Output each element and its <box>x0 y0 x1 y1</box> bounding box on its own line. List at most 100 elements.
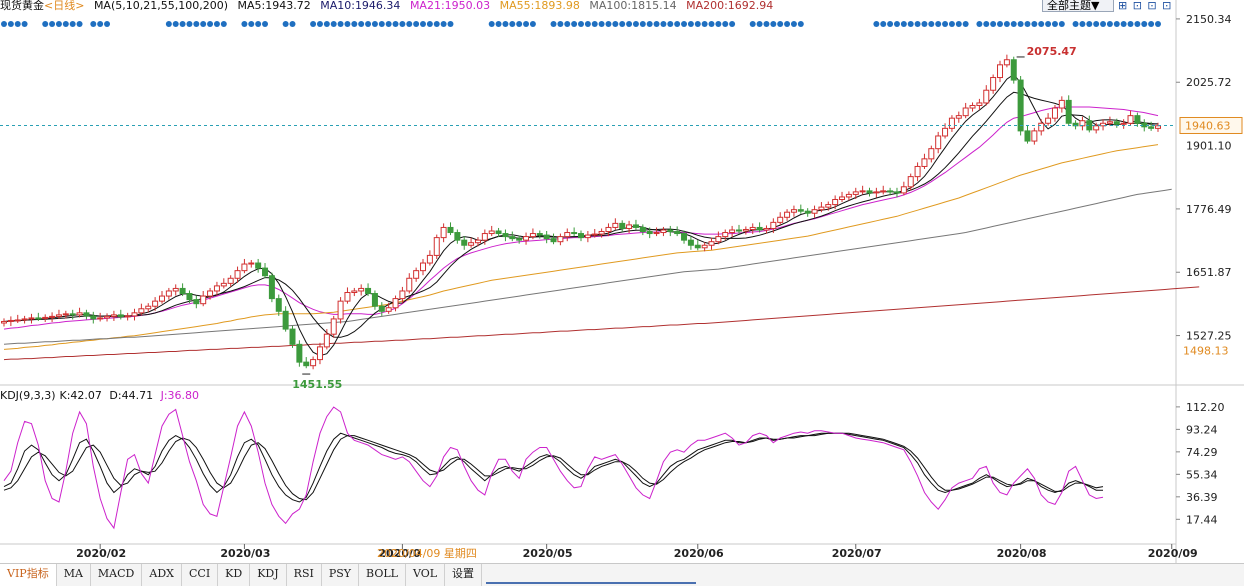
candle-body <box>955 115 962 119</box>
tab-4[interactable]: CCI <box>182 564 219 586</box>
event-marker-dot <box>447 21 454 27</box>
kdj-k-value: K:42.07 <box>59 389 102 402</box>
event-marker-dot <box>330 21 337 27</box>
candle-body <box>708 241 715 246</box>
candle-body <box>749 226 756 230</box>
tab-8[interactable]: PSY <box>322 564 360 586</box>
price-axis-label: 1527.25 <box>1186 330 1232 343</box>
candle-body <box>337 300 344 320</box>
candle-body <box>488 230 495 235</box>
toolbar-icons[interactable]: ⊞ ⊡ ⊡ ⊡ <box>1118 0 1173 12</box>
candle-body <box>454 232 461 241</box>
event-marker-dot <box>564 21 571 27</box>
event-marker-dot <box>1017 21 1024 27</box>
event-marker-dot <box>529 21 536 27</box>
event-marker-dot <box>97 21 104 27</box>
candle-body <box>1100 122 1107 127</box>
candle-body <box>138 308 145 314</box>
tab-7[interactable]: RSI <box>287 564 322 586</box>
candle-body <box>28 317 35 320</box>
candle-body <box>900 186 907 194</box>
candle-body <box>7 319 14 322</box>
event-marker-dot <box>509 21 516 27</box>
event-marker-dot <box>49 21 56 27</box>
candle-body <box>701 244 708 249</box>
event-marker-dot <box>749 21 756 27</box>
tab-2[interactable]: MACD <box>91 564 143 586</box>
gold-daily-chart[interactable]: 2150.34 2025.72 1776.49 1651.87 1527.25 1901.… <box>0 0 1244 563</box>
candle-body <box>557 236 564 243</box>
candle-body <box>550 238 557 243</box>
tab-0[interactable]: VIP指标 <box>0 564 57 586</box>
candle-body <box>770 221 777 229</box>
event-marker-dot <box>598 21 605 27</box>
ma-line-ma5 <box>3 73 1159 357</box>
tab-11[interactable]: 设置 <box>445 564 483 586</box>
candle-body <box>811 209 818 214</box>
low-annotation: 1451.55 <box>292 378 342 391</box>
candle-body <box>997 64 1004 79</box>
candle-body <box>667 229 674 233</box>
candle-body <box>90 315 97 320</box>
candle-body <box>729 229 736 234</box>
candle-body <box>1031 130 1038 142</box>
tab-6[interactable]: KDJ <box>250 564 287 586</box>
event-marker-dot <box>605 21 612 27</box>
event-marker-dot <box>76 21 83 27</box>
candle-body <box>1058 99 1065 109</box>
ma-line-ma200 <box>3 286 1200 361</box>
kdj-d-value: D:44.71 <box>109 389 154 402</box>
ma200-value: MA200:1692.94 <box>686 0 774 12</box>
candle-body <box>935 135 942 150</box>
ma-line-ma100 <box>3 188 1172 345</box>
theme-selector-button[interactable]: 全部主题▼ <box>1042 0 1114 12</box>
event-marker-dot <box>1127 21 1134 27</box>
event-marker-dot <box>591 21 598 27</box>
date-axis-label: 2020/08 <box>997 547 1047 560</box>
candle-body <box>110 314 117 317</box>
candle-body <box>227 277 234 284</box>
candle-body <box>365 287 372 295</box>
event-marker-dot <box>557 21 564 27</box>
candle-body <box>21 318 28 321</box>
event-marker-dot <box>7 21 14 27</box>
event-marker-dot <box>708 21 715 27</box>
tab-5[interactable]: KD <box>218 564 251 586</box>
event-marker-dot <box>756 21 763 27</box>
tab-9[interactable]: BOLL <box>359 564 406 586</box>
tab-10[interactable]: VOL <box>406 564 446 586</box>
event-marker-dot <box>344 21 351 27</box>
price-axis-label: 2150.34 <box>1186 13 1232 26</box>
candle-body <box>131 312 138 317</box>
candle-body <box>385 307 392 312</box>
event-marker-dot <box>1031 21 1038 27</box>
event-marker-dot <box>887 21 894 27</box>
event-marker-dot <box>282 21 289 27</box>
candle-body <box>694 244 701 249</box>
kdj-j-value: J:36.80 <box>160 389 200 402</box>
candle-body <box>69 313 76 316</box>
event-marker-dot <box>1051 21 1058 27</box>
candle-body <box>571 232 578 235</box>
candle-body <box>990 77 997 91</box>
event-marker-dot <box>976 21 983 27</box>
event-marker-dot <box>646 21 653 27</box>
candle-body <box>942 127 949 137</box>
tab-1[interactable]: MA <box>57 564 91 586</box>
candle-body <box>687 239 694 246</box>
candle-body <box>49 315 56 318</box>
event-marker-dot <box>316 21 323 27</box>
candle-body <box>323 333 330 348</box>
candle-body <box>735 229 742 232</box>
candle-body <box>825 204 832 208</box>
period-selector[interactable]: <日线> <box>44 0 85 12</box>
tab-3[interactable]: ADX <box>142 564 182 586</box>
candle-body <box>42 316 49 319</box>
event-marker-dot <box>1024 21 1031 27</box>
candle-body <box>303 361 310 367</box>
scrollbar[interactable] <box>486 582 696 584</box>
candle-body <box>420 262 427 272</box>
event-marker-dot <box>1045 21 1052 27</box>
candle-body <box>234 270 241 279</box>
candle-body <box>104 315 111 319</box>
